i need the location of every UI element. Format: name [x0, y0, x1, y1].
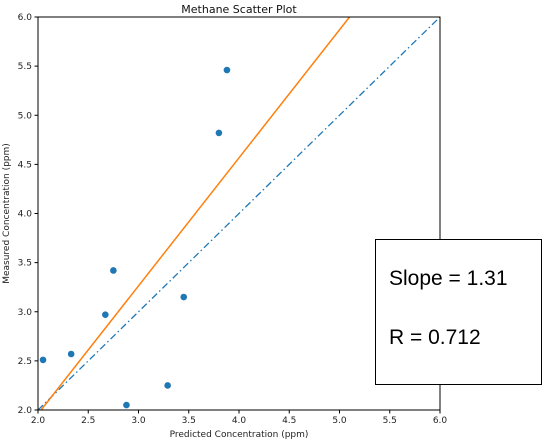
y-tick-label: 3.0	[18, 308, 33, 318]
x-axis-title: Predicted Concentration (ppm)	[170, 430, 309, 440]
y-tick-label: 3.5	[18, 259, 32, 269]
stats-box: Slope = 1.31 R = 0.712	[375, 239, 542, 385]
x-tick-label: 5.5	[383, 416, 397, 426]
y-tick-label: 2.5	[18, 357, 32, 367]
data-point	[123, 401, 130, 409]
data-point	[67, 350, 75, 358]
r-value-text: R = 0.712	[389, 326, 481, 349]
data-point	[102, 311, 109, 318]
data-point	[223, 66, 231, 74]
data-point	[110, 267, 117, 274]
y-tick-label: 5.5	[18, 62, 32, 72]
y-tick-label: 4.0	[18, 210, 33, 220]
y-axis-title: Measured Concentration (ppm)	[2, 143, 12, 284]
y-tick-label: 4.5	[18, 160, 32, 170]
x-tick-label: 5.0	[332, 416, 347, 426]
reference-line	[38, 17, 440, 410]
x-tick-label: 4.0	[232, 416, 247, 426]
y-tick-label: 2.0	[18, 406, 33, 416]
chart-title: Methane Scatter Plot	[181, 3, 297, 16]
y-tick-label: 5.0	[18, 111, 33, 121]
x-tick-label: 3.0	[131, 416, 146, 426]
x-tick-label: 4.5	[282, 416, 296, 426]
data-point	[180, 293, 188, 301]
data-point	[39, 356, 47, 364]
slope-text: Slope = 1.31	[389, 267, 508, 290]
data-point	[164, 382, 171, 389]
x-tick-label: 6.0	[433, 416, 448, 426]
data-point	[215, 129, 223, 137]
x-tick-label: 2.0	[31, 416, 46, 426]
y-tick-label: 6.0	[18, 13, 33, 23]
fit-line	[40, 17, 351, 410]
x-tick-label: 3.5	[182, 416, 196, 426]
x-tick-label: 2.5	[81, 416, 95, 426]
